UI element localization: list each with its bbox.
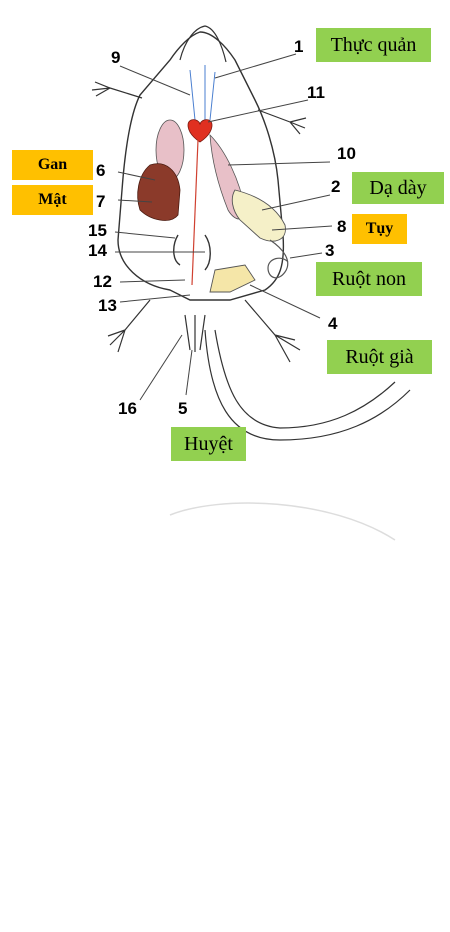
small-intestine <box>267 239 289 279</box>
label-gan: Gan <box>12 150 93 180</box>
number-5: 5 <box>178 399 188 418</box>
number-10: 10 <box>337 144 356 163</box>
number-14: 14 <box>88 241 107 260</box>
label-thuc-quan: Thực quản <box>316 28 431 62</box>
cloaca <box>184 314 206 352</box>
reflection-shape <box>169 502 396 541</box>
aorta <box>191 139 199 286</box>
stomach <box>231 189 286 242</box>
front-left-leg <box>91 81 143 99</box>
tail-outline <box>204 329 411 441</box>
right-kidney <box>204 234 211 271</box>
number-4: 4 <box>328 314 338 333</box>
hind-right-leg <box>244 299 301 363</box>
label-mat: Mật <box>12 185 93 215</box>
number-7: 7 <box>96 192 106 211</box>
head-outline <box>179 25 227 63</box>
label-ruot-non: Ruột non <box>316 262 422 296</box>
large-intestine <box>209 264 256 293</box>
number-3: 3 <box>325 241 335 260</box>
number-9: 9 <box>111 48 121 67</box>
number-1: 1 <box>294 37 304 56</box>
number-15: 15 <box>88 221 107 240</box>
label-ruot-gia: Ruột già <box>327 340 432 374</box>
number-11: 11 <box>307 83 325 102</box>
neck-vessels <box>189 65 216 121</box>
hind-left-leg <box>107 299 151 353</box>
number-12: 12 <box>93 272 112 291</box>
label-da-day: Dạ dày <box>352 172 444 204</box>
number-2: 2 <box>331 177 341 196</box>
front-right-leg <box>257 109 307 135</box>
label-tuy: Tụy <box>352 214 407 244</box>
number-6: 6 <box>96 161 106 180</box>
leader-lines <box>114 53 333 401</box>
number-13: 13 <box>98 296 117 315</box>
liver <box>137 163 181 221</box>
number-8: 8 <box>337 217 347 236</box>
label-huyet: Huyệt <box>171 427 246 461</box>
body-outline <box>117 31 285 301</box>
number-16: 16 <box>118 399 137 418</box>
